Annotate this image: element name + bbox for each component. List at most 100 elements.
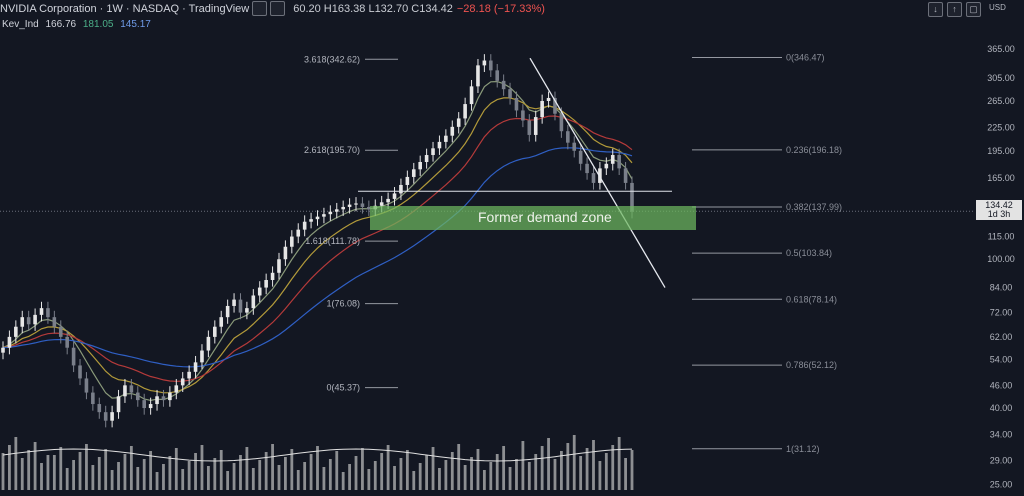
volume-bar: [624, 458, 627, 490]
volume-bar: [418, 463, 422, 490]
price-axis-label: 165.00: [987, 173, 1015, 183]
candle-body: [116, 396, 121, 413]
candle-body: [193, 362, 198, 372]
candle-body: [200, 350, 204, 363]
candle-body: [251, 295, 256, 309]
indicator-legend[interactable]: Kev_Ind 166.76 181.05 145.17: [2, 19, 155, 30]
volume-bar: [380, 453, 384, 490]
candle-body: [450, 126, 455, 136]
volume-bar: [290, 449, 294, 490]
volume-bar: [232, 463, 236, 490]
demand-zone-label: Former demand zone: [478, 209, 612, 225]
volume-bar: [386, 445, 390, 490]
volume-bar: [572, 435, 576, 490]
candle-body: [392, 193, 397, 199]
volume-bar: [553, 459, 557, 490]
symbol-title[interactable]: NVIDIA Corporation · 1W · NASDAQ · Tradi…: [0, 2, 250, 15]
candle-body: [91, 392, 95, 405]
volume-bar: [482, 470, 486, 490]
trend-line: [529, 57, 666, 288]
candle-body: [354, 203, 358, 205]
candle-body: [617, 155, 621, 169]
volume-bar: [239, 455, 242, 490]
currency-label[interactable]: USD: [989, 3, 1006, 12]
volume-bar: [373, 461, 377, 490]
volume-bar: [431, 447, 435, 490]
candle-body: [174, 385, 179, 393]
candle-body: [585, 163, 589, 174]
price-axis-label: 225.00: [987, 123, 1015, 133]
volume-bar: [142, 459, 146, 490]
candle-body: [604, 163, 609, 169]
bar-countdown: 1d 3h: [987, 209, 1011, 219]
volume-bar: [354, 456, 358, 490]
candle-body: [71, 347, 76, 366]
volume-bar: [33, 442, 37, 490]
candle-body: [572, 142, 577, 151]
candle-body: [469, 86, 474, 105]
candle-body: [630, 182, 634, 212]
volume-bar: [604, 453, 608, 490]
candle-body: [238, 299, 243, 313]
volume-bar: [91, 465, 95, 490]
candle-body: [347, 204, 352, 207]
price-axis-label: 40.00: [990, 403, 1013, 413]
volume-bar: [59, 447, 63, 490]
eye-icon[interactable]: [252, 1, 268, 16]
candle-body: [527, 120, 532, 135]
candle-body: [411, 169, 416, 177]
indicator-value-3: 145.17: [120, 19, 151, 30]
candle-body: [129, 385, 134, 393]
volume-bar: [27, 450, 31, 490]
demand-zone-box[interactable]: Former demand zone: [370, 206, 696, 230]
volume-bar: [129, 446, 133, 490]
volume-bar: [264, 452, 268, 490]
price-axis-label: 265.00: [987, 96, 1015, 106]
indicator-name: Kev_Ind: [2, 19, 39, 30]
volume-bar: [598, 461, 602, 490]
candle-body: [546, 97, 551, 101]
arrow-down-button[interactable]: ↓: [928, 2, 943, 17]
candle-body: [559, 113, 564, 132]
candle-body: [315, 216, 320, 220]
candle-body: [386, 198, 390, 203]
volume-bar: [251, 468, 255, 490]
volume-bar: [187, 461, 191, 490]
candle-body: [508, 89, 512, 98]
fib-level-label: 0.786(52.12): [786, 360, 837, 370]
candle-body: [180, 378, 185, 386]
candle-body: [501, 80, 506, 90]
arrow-up-button[interactable]: ↑: [947, 2, 962, 17]
candle-body: [533, 117, 538, 135]
candle-body: [277, 259, 281, 273]
candle-body: [431, 148, 435, 156]
volume-bar: [559, 451, 563, 490]
fullscreen-icon[interactable]: ▢: [966, 2, 981, 17]
price-axis-label: 34.00: [990, 429, 1013, 439]
candle-body: [360, 203, 365, 207]
fib-level-label: 1(76.08): [326, 299, 360, 309]
candle-body: [14, 326, 18, 337]
candle-body: [553, 97, 557, 114]
candle-body: [219, 317, 224, 327]
volume-bar: [335, 451, 339, 490]
candle-body: [302, 221, 307, 230]
volume-bar: [296, 470, 300, 490]
volume-bar: [412, 471, 416, 490]
candle-body: [161, 396, 166, 401]
volume-bar: [271, 444, 274, 490]
candle-body: [58, 326, 63, 337]
candle-body: [206, 336, 211, 351]
volume-bar: [367, 469, 371, 490]
gear-icon[interactable]: [270, 1, 286, 16]
volume-bar: [341, 472, 345, 490]
candle-body: [155, 396, 159, 405]
volume-bar: [168, 456, 172, 490]
candle-body: [213, 326, 217, 337]
volume-bar: [508, 467, 512, 490]
volume-bar: [104, 449, 108, 490]
candle-body: [1, 347, 5, 353]
volume-bar: [8, 445, 11, 490]
